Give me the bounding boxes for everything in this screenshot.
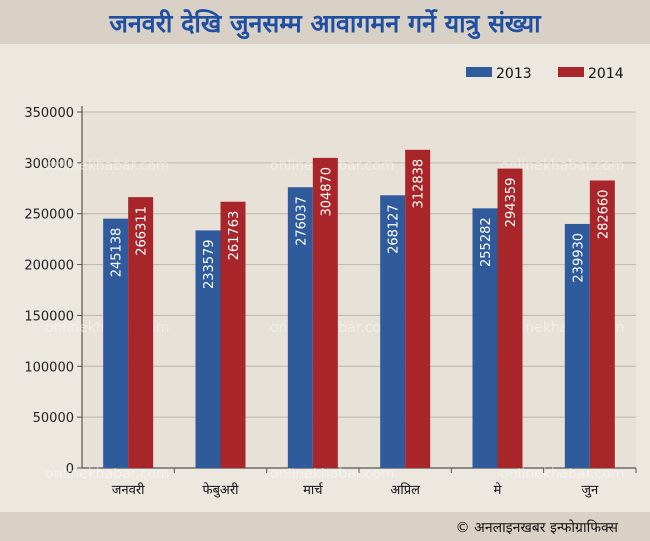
y-tick-label: 350000 xyxy=(24,106,74,121)
data-label: 261763 xyxy=(227,211,242,261)
x-tick-label: अप्रिल xyxy=(390,482,420,498)
data-label: 312838 xyxy=(412,159,427,209)
data-label: 304870 xyxy=(319,167,334,217)
watermark: onlinekhabar.com xyxy=(500,466,625,482)
y-tick-label: 200000 xyxy=(24,259,74,274)
watermark: onlinekhabar.com xyxy=(500,158,625,174)
bar-2014 xyxy=(589,180,615,469)
plot-area xyxy=(82,112,636,468)
y-tick-label: 300000 xyxy=(24,157,74,172)
watermark: onlinekhabar.com xyxy=(45,466,170,482)
bar-2013 xyxy=(287,187,313,468)
x-tick-label: जनवरी xyxy=(112,482,145,498)
legend-label: 2014 xyxy=(588,66,624,82)
y-tick-label: 50000 xyxy=(33,411,74,426)
legend-label: 2013 xyxy=(496,66,532,82)
data-label: 294359 xyxy=(504,178,519,228)
data-label: 233579 xyxy=(202,239,217,289)
credit-text: © अनलाइनखबर इन्फोग्राफिक्स xyxy=(456,519,619,536)
bar-2013 xyxy=(103,218,129,468)
data-label: 276037 xyxy=(294,196,309,246)
data-label: 255282 xyxy=(479,217,494,267)
data-label: 282660 xyxy=(596,189,611,239)
x-tick-label: मार्च xyxy=(303,482,323,498)
watermark: onlinekhabar.com xyxy=(270,466,395,482)
title-band xyxy=(0,0,650,44)
footer-band xyxy=(0,512,650,541)
bar-2014 xyxy=(405,149,431,468)
data-label: 245138 xyxy=(110,228,125,278)
legend-swatch-2013 xyxy=(466,67,492,77)
bar-2013 xyxy=(564,223,590,468)
x-tick-label: फेबुअरी xyxy=(202,482,239,498)
bar-2013 xyxy=(380,195,406,468)
legend-swatch-2014 xyxy=(558,67,584,77)
data-label: 266311 xyxy=(135,206,150,256)
x-tick-label: जुन xyxy=(581,483,599,498)
data-label: 239930 xyxy=(571,233,586,283)
x-tick-label: मे xyxy=(494,482,502,498)
y-tick-label: 0 xyxy=(66,462,74,477)
bar-2013 xyxy=(195,230,221,468)
bar-2013 xyxy=(472,208,498,468)
y-tick-label: 150000 xyxy=(24,309,74,324)
y-tick-label: 250000 xyxy=(24,208,74,223)
chart-title: जनवरी देखि जुनसम्म आवागमन गर्ने यात्रु स… xyxy=(108,9,542,40)
y-tick-label: 100000 xyxy=(24,360,74,375)
bar-2014 xyxy=(312,157,338,468)
bar-2014 xyxy=(497,168,523,468)
bar-2014 xyxy=(220,201,246,468)
watermark: onlinekhabar.com xyxy=(45,158,170,174)
bar-2014 xyxy=(128,197,154,469)
data-label: 268127 xyxy=(387,204,402,254)
